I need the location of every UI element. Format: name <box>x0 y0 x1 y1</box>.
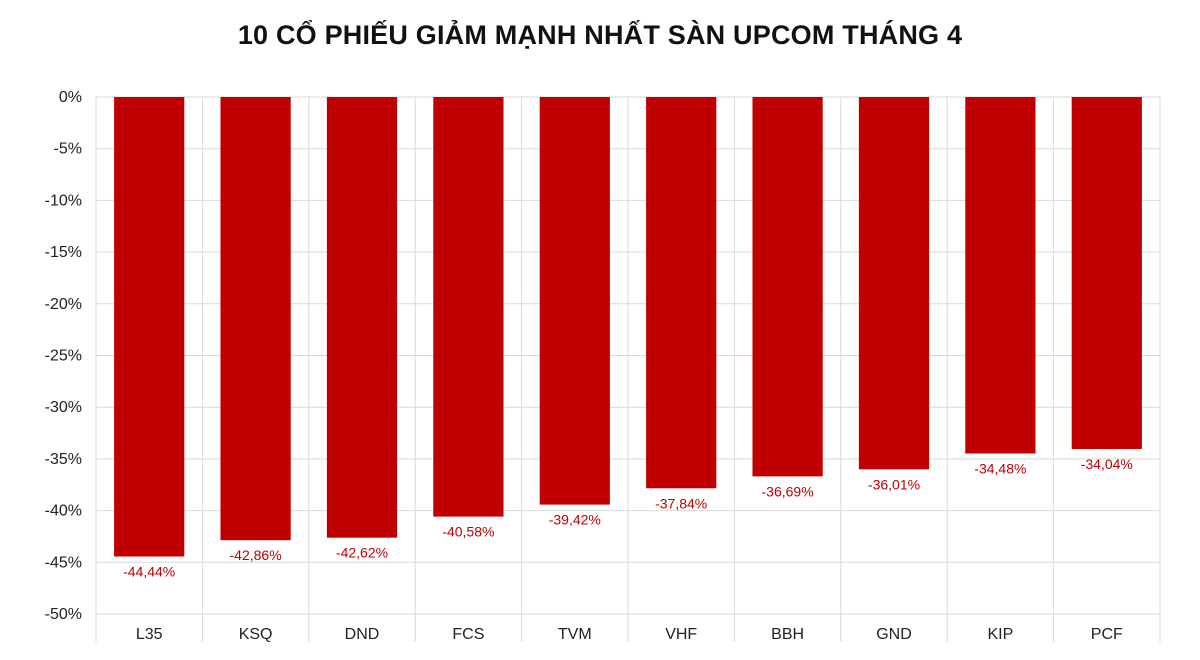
x-tick-label: VHF <box>665 626 697 643</box>
data-label: -39,42% <box>549 512 601 528</box>
y-axis: 0% -5% -10% -15% -20% -25% -30% -35% -40% -45% -50… <box>45 89 82 623</box>
bar-l35 <box>114 97 185 557</box>
bar-bbh <box>752 97 823 477</box>
y-tick-label: -25% <box>45 348 82 365</box>
x-tick-label: PCF <box>1091 626 1123 643</box>
data-label: -34,04% <box>1081 456 1133 472</box>
x-tick-label: KIP <box>988 626 1014 643</box>
data-label: -36,69% <box>762 483 814 499</box>
bar-tvm <box>539 97 610 505</box>
data-label: -34,48% <box>974 461 1026 477</box>
bar-fcs <box>433 97 504 517</box>
x-tick-label: L35 <box>136 626 163 643</box>
y-tick-label: -10% <box>45 192 82 209</box>
x-axis: L35 KSQ DND FCS TVM VHF BBH GND KIP PCF <box>136 626 1123 643</box>
y-tick-label: -45% <box>45 554 82 571</box>
bar-dnd <box>326 97 398 538</box>
y-tick-label: -5% <box>54 141 82 158</box>
data-labels: -44,44% -42,86% -42,62% -40,58% -39,42% -37,8… <box>123 456 1133 580</box>
data-label: -44,44% <box>123 564 175 580</box>
y-tick-label: 0% <box>59 89 82 106</box>
bar-pcf <box>1071 97 1142 449</box>
bar-kip <box>965 97 1036 454</box>
bars <box>114 97 1142 557</box>
y-tick-label: -15% <box>45 244 82 261</box>
chart-title: 10 CỔ PHIẾU GIẢM MẠNH NHẤT SÀN UPCOM THÁ… <box>237 20 963 50</box>
y-tick-label: -20% <box>45 296 82 313</box>
data-label: -40,58% <box>442 524 494 540</box>
bar-gnd <box>858 97 930 470</box>
x-tick-label: KSQ <box>239 626 273 643</box>
x-tick-label: BBH <box>771 626 804 643</box>
y-tick-label: -40% <box>45 503 82 520</box>
bar-vhf <box>646 97 717 489</box>
bar-ksq <box>220 97 291 541</box>
data-label: -36,01% <box>868 476 920 492</box>
y-tick-label: -35% <box>45 451 82 468</box>
data-label: -42,62% <box>336 545 388 561</box>
data-label: -42,86% <box>230 547 282 563</box>
x-tick-label: GND <box>876 626 912 643</box>
data-label: -37,84% <box>655 495 707 511</box>
y-tick-label: -50% <box>45 606 82 623</box>
x-tick-label: FCS <box>452 626 484 643</box>
x-tick-label: TVM <box>558 626 592 643</box>
x-tick-label: DND <box>345 626 380 643</box>
y-tick-label: -30% <box>45 399 82 416</box>
